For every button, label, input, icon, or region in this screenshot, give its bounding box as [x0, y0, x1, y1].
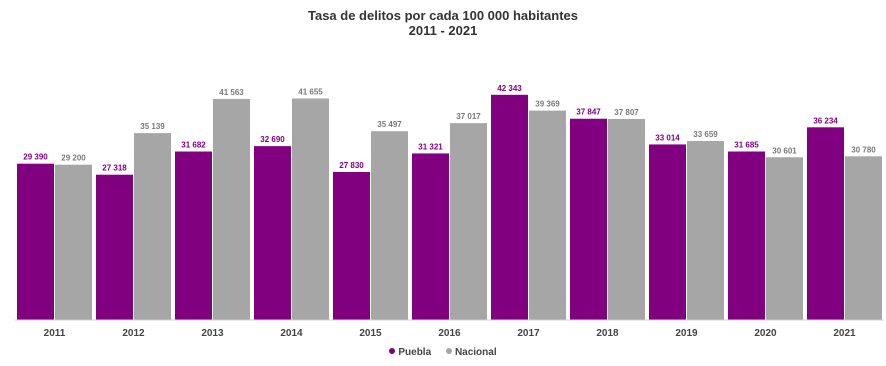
bar-nacional-2020 — [766, 157, 803, 320]
x-tick-label-2021: 2021 — [833, 328, 856, 339]
bar-nacional-2019 — [687, 140, 724, 320]
data-label-puebla-2018: 37 847 — [576, 108, 601, 117]
x-tick-label-2011: 2011 — [44, 328, 66, 339]
x-tick-label-2014: 2014 — [280, 328, 303, 339]
bar-nacional-2014 — [292, 98, 329, 321]
data-label-puebla-2016: 31 321 — [418, 142, 443, 151]
bar-nacional-2013 — [213, 98, 250, 320]
bar-nacional-2021 — [845, 156, 882, 320]
bar-nacional-2018 — [608, 118, 645, 320]
data-label-puebla-2011: 29 390 — [23, 153, 48, 162]
data-label-nacional-2016: 37 017 — [456, 112, 481, 121]
legend-swatch-puebla — [389, 348, 396, 354]
bar-nacional-2012 — [134, 133, 171, 320]
bar-nacional-2011 — [55, 164, 92, 320]
chart-title-block: Tasa de delitos por cada 100 000 habitan… — [0, 8, 886, 38]
bar-puebla-2017 — [491, 94, 528, 320]
x-tick-label-2015: 2015 — [359, 328, 382, 339]
legend-swatch-nacional — [445, 348, 452, 354]
data-label-puebla-2012: 27 318 — [102, 164, 127, 173]
data-label-nacional-2013: 41 563 — [219, 88, 244, 97]
data-label-puebla-2013: 31 682 — [181, 141, 206, 150]
chart-subtitle: 2011 - 2021 — [408, 23, 478, 38]
bar-nacional-2017 — [529, 110, 566, 320]
legend-item-nacional: Nacional — [445, 347, 497, 358]
x-tick-label-2017: 2017 — [517, 328, 540, 339]
x-tick-label-2016: 2016 — [438, 328, 461, 339]
bar-puebla-2021 — [807, 127, 844, 321]
x-tick-label-2019: 2019 — [675, 328, 698, 339]
data-label-puebla-2014: 32 690 — [260, 135, 285, 144]
bar-puebla-2018 — [570, 118, 607, 320]
legend-label-nacional: Nacional — [454, 347, 497, 358]
data-label-nacional-2019: 33 659 — [693, 130, 718, 139]
data-label-nacional-2011: 29 200 — [61, 154, 86, 163]
bar-puebla-2020 — [728, 151, 765, 320]
legend: Puebla Nacional — [0, 347, 886, 358]
bar-puebla-2013 — [175, 151, 212, 320]
x-tick-label-2012: 2012 — [122, 328, 145, 339]
data-label-nacional-2012: 35 139 — [140, 122, 165, 131]
bar-puebla-2011 — [17, 163, 54, 320]
bar-nacional-2016 — [450, 123, 487, 320]
x-tick-label-2013: 2013 — [201, 328, 224, 339]
data-label-nacional-2015: 35 497 — [377, 120, 402, 129]
data-label-nacional-2014: 41 655 — [298, 87, 323, 96]
data-label-nacional-2021: 30 780 — [851, 145, 876, 154]
data-label-nacional-2017: 39 369 — [535, 100, 560, 109]
data-label-puebla-2017: 42 343 — [497, 84, 522, 93]
bar-puebla-2019 — [649, 144, 686, 320]
x-tick-label-2018: 2018 — [596, 328, 619, 339]
chart-title: Tasa de delitos por cada 100 000 habitan… — [308, 8, 578, 23]
bar-puebla-2016 — [412, 153, 449, 320]
data-label-puebla-2021: 36 234 — [813, 116, 838, 125]
legend-label-puebla: Puebla — [398, 347, 432, 358]
data-label-puebla-2020: 31 685 — [734, 140, 759, 149]
x-tick-label-2020: 2020 — [754, 328, 777, 339]
data-label-puebla-2019: 33 014 — [655, 133, 680, 142]
bar-puebla-2015 — [333, 171, 370, 320]
bar-puebla-2014 — [254, 146, 291, 320]
data-label-puebla-2015: 27 830 — [339, 161, 364, 170]
bar-puebla-2012 — [96, 174, 133, 320]
data-label-nacional-2018: 37 807 — [614, 108, 639, 117]
bar-nacional-2015 — [371, 131, 408, 320]
data-label-nacional-2020: 30 601 — [772, 146, 797, 155]
legend-item-puebla: Puebla — [389, 347, 431, 358]
